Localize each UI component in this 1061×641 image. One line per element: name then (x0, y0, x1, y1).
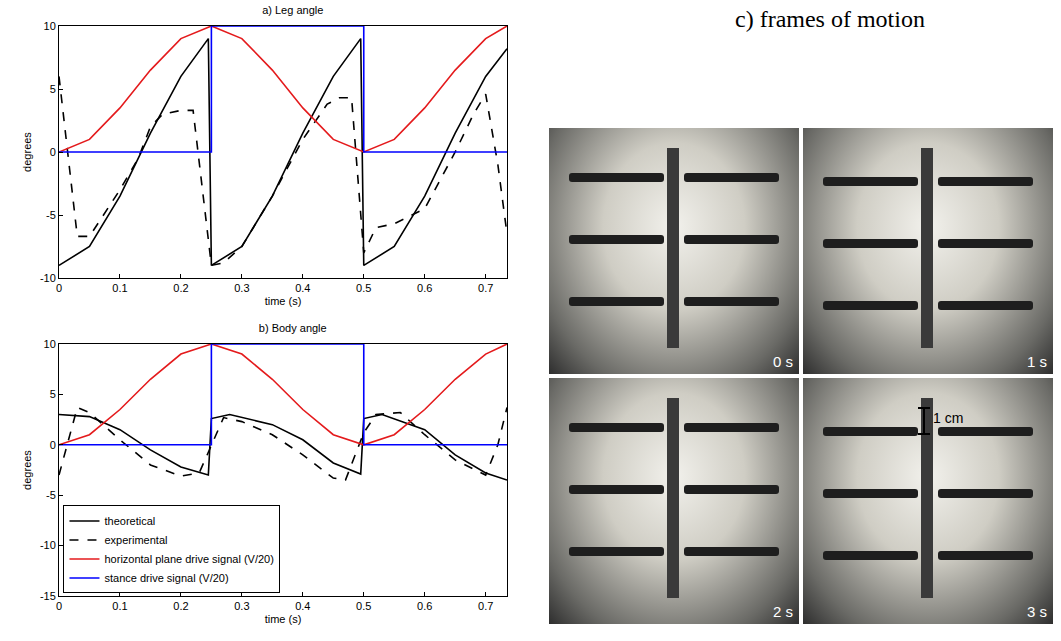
svg-text:10: 10 (44, 20, 56, 32)
svg-text:-5: -5 (46, 209, 56, 221)
html-text:1 cm: 1 cm (933, 410, 964, 426)
html-text:3 s: 3 s (1027, 603, 1047, 620)
svg-text:0.3: 0.3 (234, 600, 249, 612)
html-text:c) frames of motion: c) frames of motion (735, 6, 925, 32)
svg-text:degrees: degrees (21, 450, 33, 490)
svg-text:0.7: 0.7 (478, 282, 493, 294)
svg-text:-5: -5 (46, 489, 56, 501)
svg-text:a) Leg angle: a) Leg angle (262, 4, 323, 16)
svg-text:0: 0 (56, 600, 62, 612)
svg-text:0.4: 0.4 (295, 282, 310, 294)
svg-text:-15: -15 (40, 590, 56, 602)
svg-text:degrees: degrees (21, 132, 33, 172)
svg-text:0.1: 0.1 (112, 600, 127, 612)
svg-text:0.7: 0.7 (478, 600, 493, 612)
svg-text:0.5: 0.5 (356, 282, 371, 294)
svg-text:stance drive signal (V/20): stance drive signal (V/20) (104, 572, 228, 584)
svg-text:0.2: 0.2 (173, 600, 188, 612)
svg-text:-10: -10 (40, 272, 56, 284)
svg-text:0.3: 0.3 (234, 282, 249, 294)
svg-text:0.6: 0.6 (417, 600, 432, 612)
svg-text:0: 0 (50, 146, 56, 158)
svg-text:experimental: experimental (104, 534, 167, 546)
svg-text:0.1: 0.1 (112, 282, 127, 294)
svg-text:theoretical: theoretical (104, 515, 155, 527)
svg-text:time (s): time (s) (265, 295, 302, 307)
svg-text:10: 10 (44, 338, 56, 350)
html-text:0 s: 0 s (773, 353, 793, 370)
svg-text:horizontal plane drive signal: horizontal plane drive signal (V/20) (104, 553, 273, 565)
svg-text:-10: -10 (40, 539, 56, 551)
svg-text:5: 5 (50, 83, 56, 95)
svg-text:0.4: 0.4 (295, 600, 310, 612)
svg-text:0: 0 (50, 439, 56, 451)
svg-text:0.5: 0.5 (356, 600, 371, 612)
svg-text:0.6: 0.6 (417, 282, 432, 294)
svg-text:b) Body angle: b) Body angle (259, 322, 327, 334)
html-text:2 s: 2 s (773, 603, 793, 620)
svg-text:0: 0 (56, 282, 62, 294)
html-text:1 s: 1 s (1027, 353, 1047, 370)
svg-text:time (s): time (s) (265, 613, 302, 625)
svg-text:5: 5 (50, 388, 56, 400)
svg-text:0.2: 0.2 (173, 282, 188, 294)
